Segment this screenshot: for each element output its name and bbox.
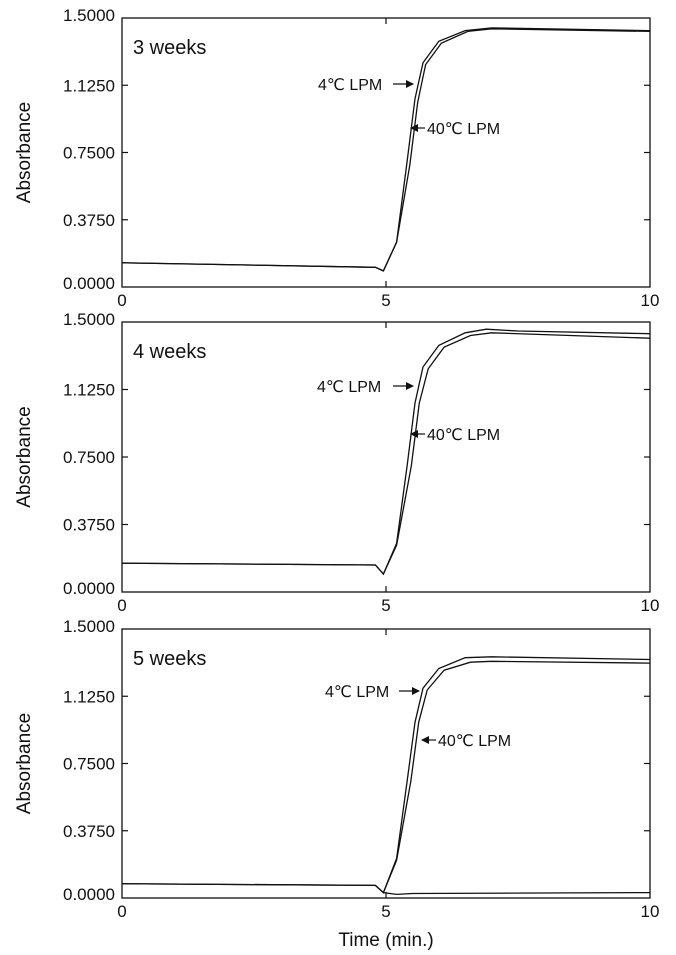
x-axis-title: Time (min.) bbox=[338, 930, 433, 951]
y-tick-label: 0.7500 bbox=[63, 144, 115, 163]
series-line-2 bbox=[121, 28, 651, 272]
y-tick-label: 1.5000 bbox=[63, 617, 115, 636]
panel-label: 3 weeks bbox=[133, 37, 206, 59]
y-tick-label: 1.5000 bbox=[63, 310, 115, 329]
annotation-40c-label: 40℃ LPM bbox=[427, 427, 500, 444]
series-line-1 bbox=[121, 328, 651, 576]
y-tick-label: 0.3750 bbox=[63, 211, 115, 230]
y-tick-label: 1.1250 bbox=[63, 381, 115, 400]
panel-label: 4 weeks bbox=[133, 341, 206, 363]
annotation-40c-label: 40℃ LPM bbox=[438, 733, 511, 750]
series-line-1 bbox=[121, 27, 651, 272]
annotation-4c-label: 4℃ LPM bbox=[317, 379, 381, 396]
y-tick-label: 0.7500 bbox=[63, 755, 115, 774]
series-line-2 bbox=[121, 660, 651, 894]
series-line-3 bbox=[383, 891, 651, 896]
series-line-2 bbox=[121, 332, 651, 576]
x-tick-label: 10 bbox=[641, 902, 660, 921]
annotation-4c-label: 4℃ LPM bbox=[325, 684, 389, 701]
x-tick-label: 0 bbox=[117, 902, 126, 921]
x-tick-label: 5 bbox=[381, 291, 390, 310]
y-tick-label: 0.0000 bbox=[63, 274, 115, 293]
annotation-40c-label: 40℃ LPM bbox=[427, 121, 500, 138]
panel-label: 5 weeks bbox=[133, 648, 206, 670]
y-tick-label: 0.7500 bbox=[63, 448, 115, 467]
x-tick-label: 5 bbox=[381, 902, 390, 921]
annotation-4c-label: 4℃ LPM bbox=[318, 77, 382, 94]
x-tick-label: 10 bbox=[641, 596, 660, 615]
y-axis-title: Absorbance bbox=[14, 406, 35, 507]
y-axis-title: Absorbance bbox=[14, 713, 35, 814]
y-tick-label: 0.3750 bbox=[63, 822, 115, 841]
y-tick-label: 1.1250 bbox=[63, 687, 115, 706]
x-tick-label: 5 bbox=[381, 596, 390, 615]
y-tick-label: 1.1250 bbox=[63, 76, 115, 95]
y-tick-label: 0.0000 bbox=[63, 579, 115, 598]
y-tick-label: 1.5000 bbox=[63, 6, 115, 25]
x-tick-label: 0 bbox=[117, 291, 126, 310]
y-tick-label: 0.3750 bbox=[63, 516, 115, 535]
x-tick-label: 0 bbox=[117, 596, 126, 615]
y-tick-label: 0.0000 bbox=[63, 885, 115, 904]
x-tick-label: 10 bbox=[641, 291, 660, 310]
y-axis-title: Absorbance bbox=[14, 102, 35, 203]
